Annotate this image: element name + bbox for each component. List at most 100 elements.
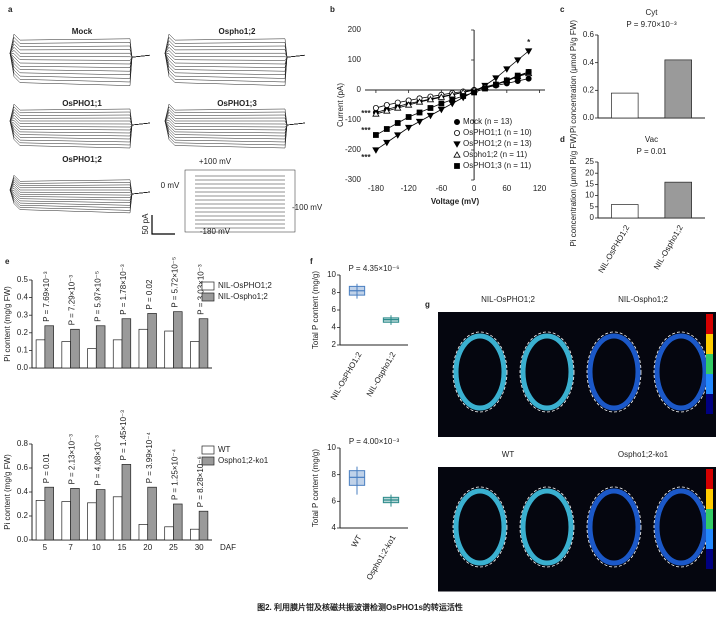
bar — [611, 204, 639, 219]
y-axis-label: Pi concentration (μmol Pi/g FW) — [569, 20, 578, 133]
panel-letter: c — [560, 5, 565, 14]
y-axis-label: Pi concentration (μmol Pi/g FW) — [569, 133, 578, 246]
color-scale — [706, 334, 713, 354]
current-trace — [164, 33, 306, 58]
image-label: NIL-Ospho1;2 — [618, 295, 668, 304]
point — [525, 75, 532, 82]
point — [514, 72, 521, 79]
image-label: WT — [502, 450, 515, 459]
p-value: P = 9.70×10⁻³ — [626, 20, 677, 29]
bar — [121, 464, 132, 541]
legend-label: OsPHO1;3 (n = 11) — [463, 161, 531, 170]
current-trace — [164, 53, 306, 86]
point — [416, 109, 423, 116]
bar — [147, 486, 157, 541]
bar — [95, 489, 106, 541]
bar — [173, 503, 183, 541]
bar — [138, 524, 149, 541]
p-value: P = 3.99×10⁻⁴ — [145, 432, 154, 484]
legend-marker — [454, 163, 460, 169]
y-tick-label: 10 — [327, 270, 336, 279]
y-tick-label: 0.5 — [17, 275, 29, 284]
y-tick-label: 0 — [357, 85, 362, 94]
significance: *** — [361, 153, 371, 162]
trace-label: Ospho1;2 — [219, 27, 256, 36]
x-axis-label: DAF — [220, 543, 236, 552]
point — [482, 85, 488, 92]
protocol-label: 0 mV — [161, 181, 180, 190]
current-trace — [9, 50, 151, 58]
point — [383, 102, 390, 109]
current-trace — [9, 120, 151, 131]
y-tick-label: 0.6 — [583, 30, 595, 39]
color-scale — [706, 374, 713, 394]
current-trace — [9, 174, 151, 195]
x-tick-label: 60 — [502, 184, 511, 193]
scale-bar — [151, 215, 175, 235]
p-value: P = 8.28×10⁻⁶ — [196, 456, 205, 507]
point — [471, 89, 477, 96]
current-trace — [9, 188, 151, 196]
trace-label: OsPHO1;1 — [62, 99, 102, 108]
current-trace — [9, 179, 151, 195]
point — [514, 57, 522, 64]
p-value: P = 5.72×10⁻⁵ — [171, 257, 180, 308]
current-trace — [164, 53, 306, 65]
protocol-label: -180 mV — [200, 227, 231, 236]
current-trace — [9, 189, 151, 203]
color-scale — [706, 314, 713, 334]
y-tick-label: 0.3 — [17, 310, 29, 319]
point — [372, 110, 380, 117]
p-value: P = 3.03×10⁻³ — [196, 264, 205, 315]
image-label: NIL-OsPHO1;2 — [481, 295, 535, 304]
point — [415, 118, 424, 126]
x-tick-label: 120 — [533, 184, 547, 193]
x-tick-label: 5 — [43, 543, 48, 552]
legend-label: WT — [218, 445, 231, 454]
y-tick-label: -100 — [345, 115, 362, 124]
panel-letter: b — [330, 5, 335, 14]
point — [438, 100, 445, 107]
y-tick-label: 0.1 — [17, 346, 29, 355]
grain-signal — [587, 488, 641, 566]
legend-label: Mock (n = 13) — [463, 117, 512, 126]
y-tick-label: 15 — [585, 180, 594, 189]
current-trace — [164, 117, 306, 126]
protocol-label: -100 mV — [292, 203, 323, 212]
p-value: P = 4.35×10⁻⁶ — [349, 264, 400, 273]
bar — [35, 500, 46, 541]
p-value: P = 0.01 — [42, 453, 51, 483]
p-value: P = 1.25×10⁻⁴ — [171, 448, 180, 500]
panel-letter: f — [310, 257, 313, 266]
current-trace — [164, 50, 306, 58]
p-value: P = 5.97×10⁻⁵ — [93, 271, 102, 322]
panel-letter: d — [560, 135, 565, 144]
color-scale — [706, 469, 713, 489]
bar — [87, 348, 97, 369]
bar — [61, 341, 71, 369]
y-tick-label: -200 — [345, 145, 362, 154]
legend-label: NIL-Ospho1;2 — [218, 292, 268, 301]
y-tick-label: -300 — [345, 175, 362, 184]
grain-signal — [453, 488, 507, 566]
bar — [44, 486, 54, 541]
current-trace — [9, 33, 151, 58]
x-tick-label: NIL-OsPHO1;2 — [597, 223, 632, 275]
grain-signal — [453, 333, 507, 411]
current-trace — [9, 53, 151, 72]
point — [372, 147, 380, 154]
y-tick-label: 6 — [332, 305, 337, 314]
legend-marker — [453, 119, 460, 126]
x-tick-label: 0 — [472, 184, 477, 193]
x-tick-label: 30 — [195, 543, 204, 552]
legend-label: OsPHO1;2 (n = 13) — [463, 139, 532, 148]
y-tick-label: 0 — [590, 213, 595, 222]
current-trace — [164, 120, 306, 131]
significance: * — [527, 38, 531, 47]
bar — [664, 181, 692, 219]
grain-signal — [520, 488, 574, 566]
y-tick-label: 0.8 — [17, 439, 29, 448]
x-tick-label: 7 — [68, 543, 73, 552]
bar — [164, 330, 174, 369]
y-tick-label: 0.2 — [17, 511, 29, 520]
